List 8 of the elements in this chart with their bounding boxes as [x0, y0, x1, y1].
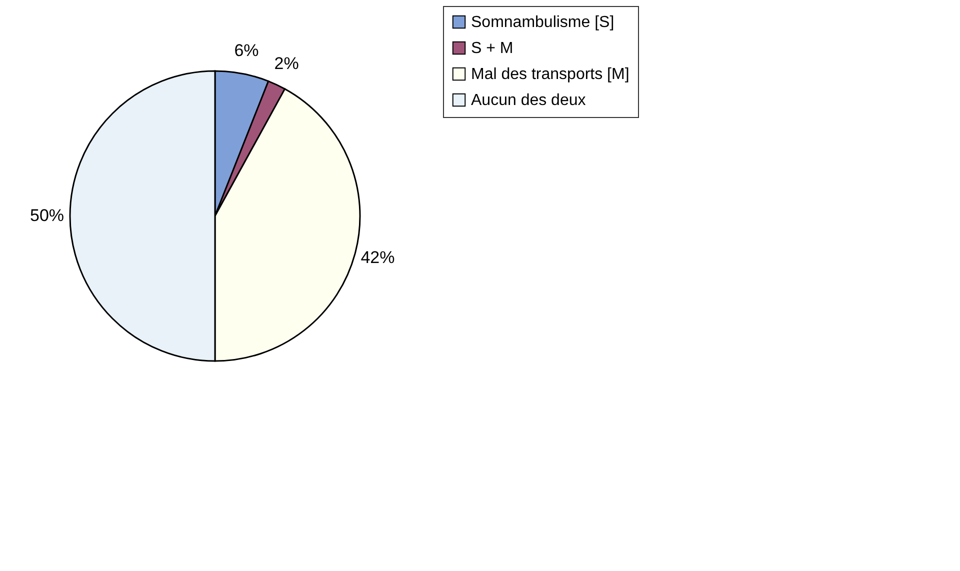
legend-label: Somnambulisme [S] [471, 14, 614, 31]
data-label: 50% [30, 206, 64, 225]
data-label: 6% [234, 40, 259, 60]
legend-label: Mal des transports [M] [471, 66, 630, 83]
data-label: 42% [360, 248, 395, 267]
legend-label: Aucun des deux [471, 92, 586, 109]
legend-label: S + M [471, 40, 514, 57]
data-label: 2% [274, 54, 299, 73]
